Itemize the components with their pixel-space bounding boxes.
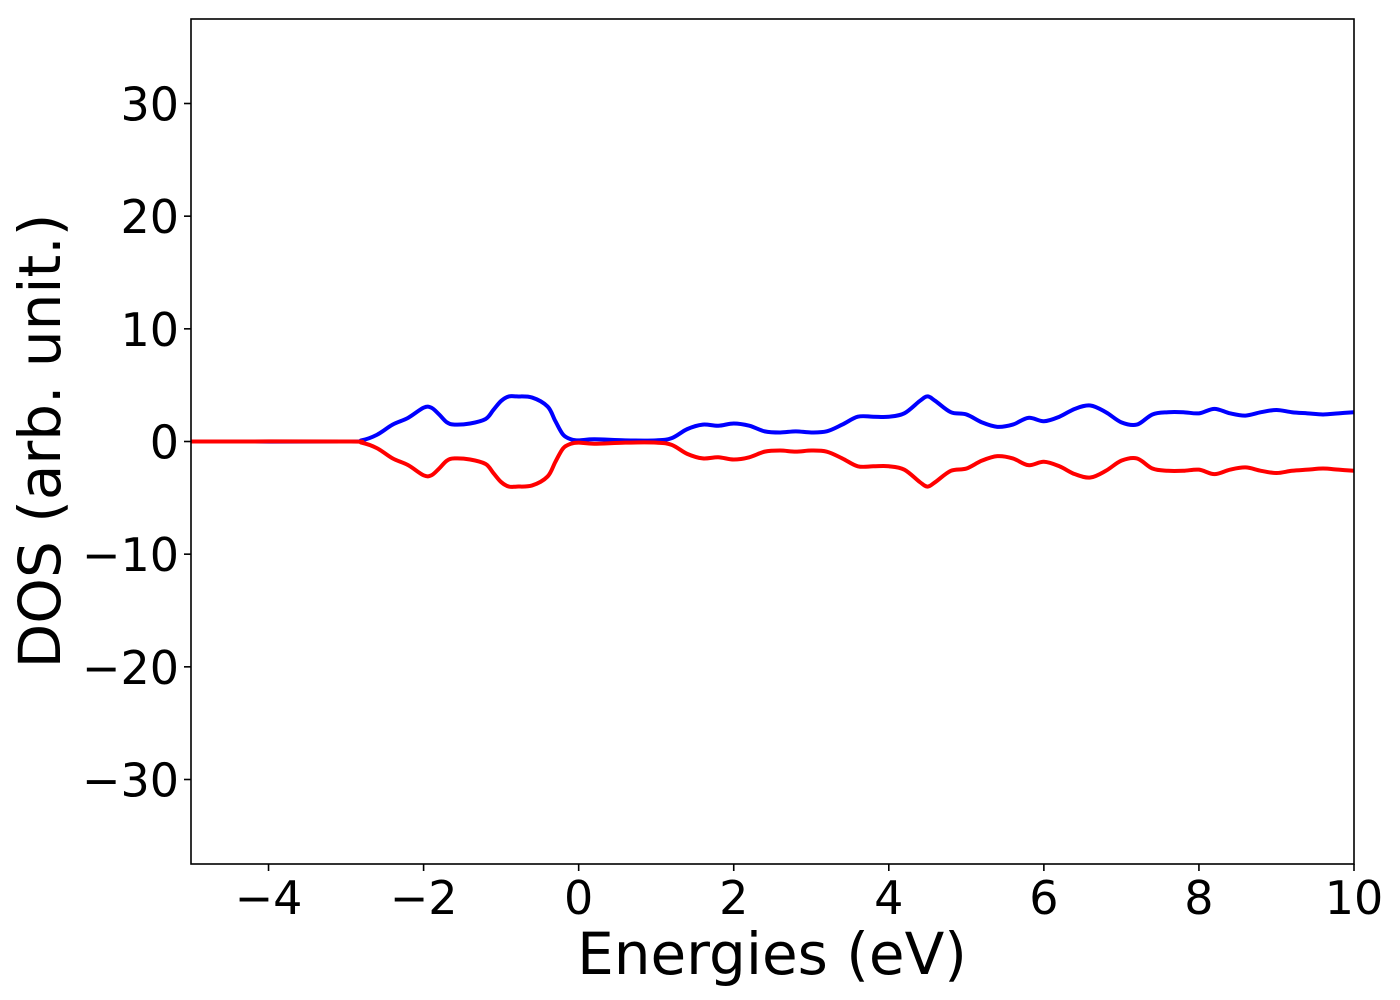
y-tick-label: 0 [150,416,179,470]
x-tick-label: −4 [235,871,303,925]
y-tick-label: −20 [82,641,179,695]
y-tick-label: 30 [120,78,179,132]
x-axis-label: Energies (eV) [577,920,967,988]
x-tick-label: 10 [1325,871,1384,925]
series-line-1 [190,394,1355,444]
x-tick-label: −2 [390,871,458,925]
series-layer [190,394,1355,489]
x-axis-ticks: −4 −2 0 2 4 6 8 10 [235,864,1384,925]
x-tick-label: 8 [1184,871,1213,925]
y-tick-label: 10 [120,303,179,357]
x-tick-label: 2 [719,871,748,925]
x-tick-label: 0 [564,871,593,925]
y-axis-ticks: −30 −20 −10 0 10 20 30 [82,78,191,808]
x-tick-label: 6 [1029,871,1058,925]
y-tick-label: −30 [82,754,179,808]
x-tick-label: 4 [874,871,903,925]
y-tick-label: −10 [82,528,179,582]
y-tick-label: 20 [120,190,179,244]
plot-background [191,19,1354,864]
series-line-2 [190,439,1355,489]
y-axis-label: DOS (arb. unit.) [6,214,74,669]
